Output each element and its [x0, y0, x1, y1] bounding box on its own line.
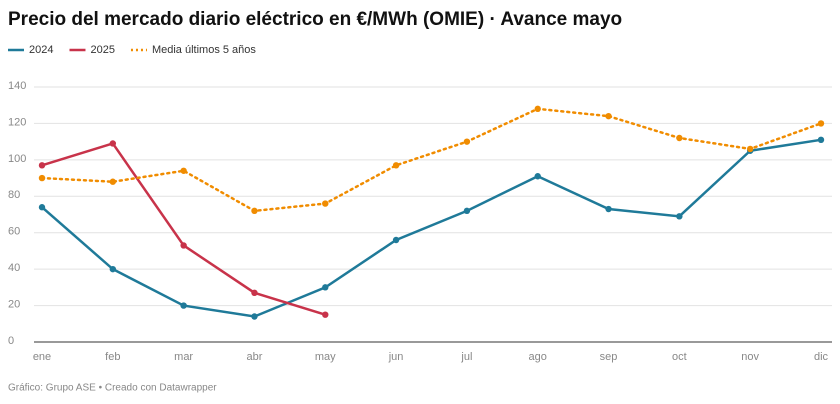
data-point	[180, 167, 187, 174]
data-point	[605, 112, 612, 120]
x-tick-label: dic	[814, 351, 829, 363]
y-tick-label: 100	[8, 153, 26, 165]
data-point	[817, 120, 825, 127]
data-point	[605, 205, 612, 213]
data-point	[322, 284, 329, 291]
legend-label: 2025	[90, 44, 114, 56]
data-point	[392, 236, 400, 244]
data-point	[109, 178, 117, 185]
data-point	[322, 311, 329, 318]
legend-label: 2024	[29, 44, 53, 56]
data-point	[251, 313, 258, 320]
x-tick-label: feb	[105, 351, 120, 363]
data-point	[392, 162, 400, 169]
x-tick-label: nov	[741, 351, 759, 363]
y-tick-label: 40	[8, 262, 20, 274]
series-line	[40, 107, 823, 213]
data-point	[251, 207, 258, 215]
footer: Gráfico: Grupo ASE • Creado con Datawrap…	[8, 383, 217, 394]
x-tick-label: oct	[672, 351, 687, 363]
x-tick-label: ago	[529, 351, 547, 363]
y-tick-label: 60	[8, 226, 20, 238]
data-point	[251, 289, 258, 297]
data-point	[109, 140, 117, 147]
series-line	[40, 138, 823, 318]
data-point	[746, 145, 754, 153]
x-tick-label: sep	[600, 351, 618, 363]
data-point	[463, 138, 471, 145]
data-point	[38, 204, 46, 211]
data-point	[38, 162, 46, 169]
x-tick-label: mar	[174, 351, 193, 363]
y-tick-label: 140	[8, 80, 26, 92]
data-point	[322, 200, 329, 207]
legend-label: Media últimos 5 años	[152, 44, 256, 56]
x-tick-label: ene	[33, 351, 51, 363]
data-point	[817, 136, 825, 144]
data-point	[676, 134, 683, 142]
data-point	[180, 302, 187, 309]
x-tick-label: jun	[388, 351, 404, 363]
y-tick-label: 0	[8, 335, 14, 347]
data-point	[534, 105, 541, 113]
data-point	[109, 265, 117, 273]
data-point	[463, 207, 471, 215]
data-point	[180, 242, 187, 249]
y-tick-label: 20	[8, 298, 20, 310]
data-point	[676, 213, 683, 220]
chart-title: Precio del mercado diario eléctrico en €…	[8, 9, 622, 30]
x-tick-label: may	[315, 351, 336, 363]
y-tick-label: 120	[8, 116, 26, 128]
y-tick-label: 80	[8, 189, 20, 201]
data-point	[534, 173, 541, 180]
x-tick-label: abr	[247, 351, 263, 363]
data-point	[38, 174, 46, 182]
x-tick-label: jul	[460, 351, 472, 363]
